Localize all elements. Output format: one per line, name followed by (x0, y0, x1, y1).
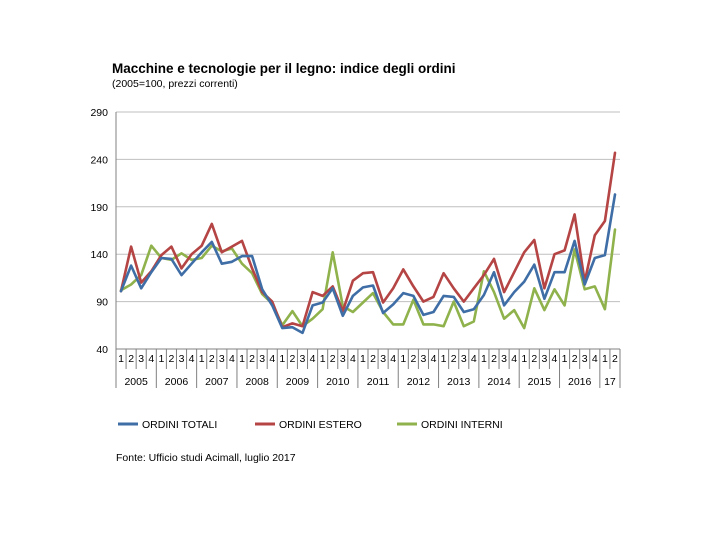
year-label: 2016 (568, 376, 592, 388)
year-label: 2015 (528, 376, 552, 388)
y-tick-label: 40 (96, 344, 108, 356)
year-label: 2011 (367, 376, 390, 388)
year-label: 2005 (124, 376, 148, 388)
quarter-label: 4 (431, 353, 437, 365)
quarter-label: 3 (421, 353, 427, 365)
quarter-label: 2 (451, 353, 457, 365)
quarter-label: 1 (199, 353, 205, 365)
year-label: 2013 (447, 376, 471, 388)
legend-label: ORDINI TOTALI (142, 419, 217, 431)
quarter-label: 3 (259, 353, 265, 365)
source-note: Fonte: Ufficio studi Acimall, luglio 201… (116, 452, 296, 464)
legend-label: ORDINI INTERNI (421, 419, 503, 431)
year-label: 2008 (245, 376, 269, 388)
series-line-ordini-estero (119, 151, 617, 329)
quarter-label: 2 (370, 353, 376, 365)
quarter-label: 4 (390, 353, 396, 365)
quarter-label: 1 (400, 353, 406, 365)
year-label: 2014 (487, 376, 511, 388)
quarter-label: 4 (310, 353, 316, 365)
chart-subtitle: (2005=100, prezzi correnti) (112, 78, 238, 90)
quarter-label: 2 (491, 353, 497, 365)
year-label: 2010 (326, 376, 350, 388)
y-tick-label: 140 (90, 249, 108, 261)
quarter-label: 1 (118, 353, 124, 365)
quarter-label: 1 (481, 353, 487, 365)
quarter-label: 3 (582, 353, 588, 365)
quarter-label: 3 (501, 353, 507, 365)
quarter-label: 4 (148, 353, 154, 365)
quarter-label: 2 (531, 353, 537, 365)
series-line-ordini-totali (119, 193, 617, 335)
quarter-label: 2 (128, 353, 134, 365)
y-tick-label: 290 (90, 107, 108, 119)
y-tick-label: 190 (90, 202, 108, 214)
quarter-label: 2 (169, 353, 175, 365)
quarter-label: 1 (602, 353, 608, 365)
quarter-label: 1 (441, 353, 447, 365)
quarter-label: 2 (330, 353, 336, 365)
quarter-label: 4 (592, 353, 598, 365)
year-label: 2006 (165, 376, 189, 388)
quarter-label: 3 (138, 353, 144, 365)
quarter-label: 4 (269, 353, 275, 365)
quarter-label: 4 (471, 353, 477, 365)
quarter-label: 1 (158, 353, 164, 365)
chart-title: Macchine e tecnologie per il legno: indi… (112, 61, 456, 76)
quarter-label: 2 (410, 353, 416, 365)
quarter-label: 2 (249, 353, 255, 365)
quarter-label: 3 (461, 353, 467, 365)
quarter-label: 3 (380, 353, 386, 365)
quarter-label: 2 (572, 353, 578, 365)
quarter-label: 4 (229, 353, 235, 365)
quarter-label: 4 (511, 353, 517, 365)
quarter-label: 4 (552, 353, 558, 365)
quarter-label: 2 (289, 353, 295, 365)
year-label: 2012 (407, 376, 431, 388)
quarter-label: 2 (209, 353, 215, 365)
quarter-label: 1 (320, 353, 326, 365)
y-tick-label: 90 (96, 297, 108, 309)
y-tick-label: 240 (90, 154, 108, 166)
quarter-label: 1 (360, 353, 366, 365)
series-line-ordini-interni (119, 228, 617, 330)
quarter-label: 3 (179, 353, 185, 365)
quarter-label: 3 (340, 353, 346, 365)
quarter-label: 4 (189, 353, 195, 365)
quarter-label: 2 (612, 353, 618, 365)
quarter-label: 4 (350, 353, 356, 365)
quarter-label: 3 (541, 353, 547, 365)
year-label: 2009 (286, 376, 310, 388)
quarter-label: 1 (239, 353, 245, 365)
quarter-label: 1 (521, 353, 527, 365)
year-label: 17 (604, 376, 616, 388)
quarter-label: 1 (562, 353, 568, 365)
quarter-label: 3 (300, 353, 306, 365)
quarter-label: 1 (279, 353, 285, 365)
quarter-label: 3 (219, 353, 225, 365)
year-label: 2007 (205, 376, 229, 388)
legend-label: ORDINI ESTERO (279, 419, 362, 431)
